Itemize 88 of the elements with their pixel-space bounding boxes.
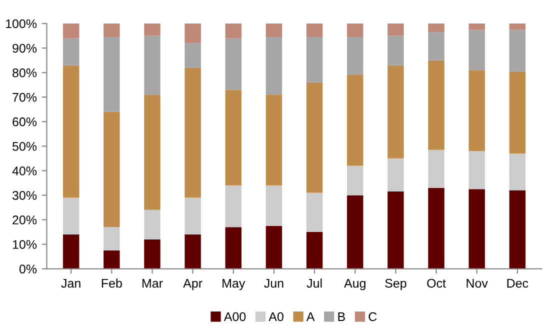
- bar: [468, 30, 485, 70]
- bar: [306, 24, 323, 38]
- bar: [388, 158, 404, 192]
- bar: [104, 250, 120, 269]
- bar: [428, 60, 444, 150]
- y-tick-label: 30%: [12, 191, 37, 200]
- bar: [346, 37, 364, 76]
- x-tick-label: Feb: [102, 278, 122, 288]
- y-tick-label: 80%: [12, 68, 37, 78]
- x-tick-label: Dec: [507, 278, 528, 288]
- bar: [184, 234, 201, 269]
- bar: [62, 38, 80, 66]
- y-tick-label: 0%: [19, 264, 37, 274]
- bar: [428, 150, 444, 188]
- bar: [266, 37, 282, 95]
- bar: [306, 37, 323, 82]
- bar: [346, 24, 364, 38]
- y-tick-label: 60%: [12, 117, 37, 126]
- bar: [225, 227, 242, 269]
- bar: [388, 192, 404, 269]
- bar: [346, 195, 364, 269]
- bar: [62, 65, 80, 198]
- bar: [388, 36, 404, 66]
- y-tick-label: 100%: [6, 19, 37, 28]
- bar: [509, 30, 526, 72]
- bar: [266, 24, 282, 38]
- y-tick-label: 40%: [12, 166, 37, 176]
- bar: [306, 232, 323, 269]
- bar: [144, 36, 160, 95]
- bar: [225, 38, 242, 90]
- bar: [266, 226, 282, 269]
- bar: [184, 68, 201, 198]
- x-tick-label: Nov: [466, 278, 488, 288]
- y-tick-label: 70%: [12, 92, 37, 102]
- bar: [428, 24, 444, 32]
- bar: [225, 24, 242, 38]
- bar: [62, 234, 80, 269]
- legend-label: B: [338, 312, 345, 321]
- x-tick-label: Aug: [344, 278, 366, 290]
- bar: [184, 24, 201, 44]
- bar: [388, 65, 404, 158]
- bar: [428, 32, 444, 60]
- bar: [306, 82, 323, 193]
- bar: [184, 198, 201, 234]
- bar: [468, 189, 485, 269]
- bar: [306, 192, 323, 232]
- bar: [104, 227, 120, 250]
- bar: [104, 24, 120, 38]
- bar: [144, 94, 160, 210]
- bar: [266, 94, 282, 186]
- bar: [468, 70, 485, 152]
- y-tick-label: 20%: [12, 216, 37, 224]
- x-tick-label: Sep: [385, 278, 406, 290]
- x-tick-label: Jul: [306, 278, 322, 288]
- y-tick-label: 90%: [12, 44, 37, 53]
- bar: [346, 166, 364, 196]
- x-tick-label: Mar: [142, 278, 163, 288]
- bar: [225, 90, 242, 186]
- bar: [388, 24, 404, 36]
- bar: [468, 151, 485, 190]
- bar: [184, 43, 201, 68]
- bar: [428, 188, 444, 269]
- y-tick-label: 50%: [12, 142, 37, 151]
- bar: [266, 185, 282, 226]
- bar: [62, 24, 80, 38]
- bar: [62, 198, 80, 234]
- bar: [104, 112, 120, 228]
- bar: [468, 24, 485, 30]
- legend-label: A: [306, 312, 315, 321]
- bar: [509, 154, 526, 190]
- bar: [144, 210, 160, 240]
- x-tick-label: May: [222, 278, 246, 290]
- bar: [144, 24, 160, 36]
- bar: [509, 71, 526, 154]
- x-tick-label: Jan: [61, 278, 80, 288]
- y-tick-label: 10%: [12, 240, 37, 249]
- bar: [104, 37, 120, 112]
- bar: [509, 190, 526, 269]
- bar: [144, 239, 160, 269]
- bar: [509, 24, 526, 30]
- legend-label: A0: [268, 312, 284, 322]
- legend-label: C: [368, 312, 377, 322]
- legend-label: A00: [224, 312, 246, 322]
- x-tick-label: Jun: [264, 278, 284, 288]
- bar: [346, 75, 364, 166]
- bar: [225, 185, 242, 228]
- x-tick-label: Oct: [427, 278, 446, 288]
- x-tick-label: Apr: [183, 278, 202, 290]
